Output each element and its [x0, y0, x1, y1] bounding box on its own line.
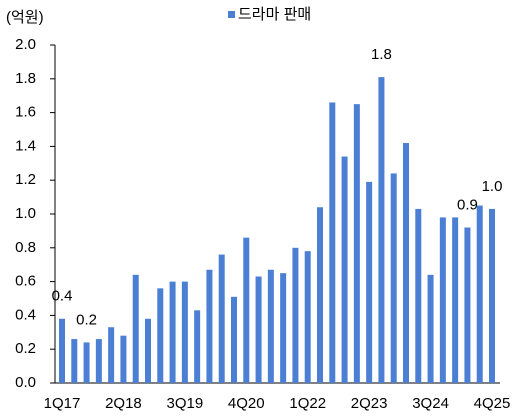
x-tick-label: 2Q23 [351, 395, 388, 412]
bar [145, 318, 151, 383]
bar [206, 269, 213, 383]
bar [120, 335, 127, 383]
bar [71, 339, 78, 383]
data-label: 0.2 [76, 311, 97, 328]
bar [378, 77, 385, 384]
bar [231, 296, 237, 383]
bar [59, 318, 65, 383]
data-label: 0.9 [457, 196, 478, 213]
y-tick-label: 0.2 [15, 340, 36, 357]
bar [304, 251, 311, 383]
bar [452, 217, 459, 383]
bar [83, 342, 90, 383]
x-tick-label: 1Q22 [289, 395, 326, 412]
data-label: 1.0 [482, 178, 503, 195]
x-tick-label: 1Q17 [44, 395, 81, 412]
bar [194, 310, 201, 383]
y-tick-label: 0.0 [15, 374, 36, 391]
bar [464, 227, 471, 383]
data-label: 0.4 [52, 288, 73, 305]
bar [267, 269, 274, 383]
bar [439, 217, 446, 383]
y-tick-label: 0.6 [15, 273, 36, 290]
legend-label: 드라마 판매 [238, 6, 311, 23]
bar [317, 207, 323, 383]
bar [329, 102, 336, 384]
bar [181, 281, 188, 383]
y-tick-label: 1.4 [15, 137, 36, 154]
bar [280, 273, 287, 383]
bar [415, 208, 422, 383]
x-tick-label: 4Q20 [228, 395, 265, 412]
bar [427, 274, 434, 383]
bar [95, 339, 102, 383]
bar [476, 205, 483, 383]
bar [353, 104, 360, 384]
bar [390, 173, 397, 383]
y-tick-label: 1.6 [15, 104, 36, 121]
y-tick-label: 1.2 [15, 171, 36, 188]
x-tick-label: 3Q19 [167, 395, 204, 412]
x-tick-label: 3Q24 [412, 395, 449, 412]
unit-label: (억원) [6, 9, 44, 26]
x-tick-label: 4Q25 [474, 395, 511, 412]
bar [108, 327, 115, 383]
bar [403, 143, 409, 383]
bar [292, 247, 299, 383]
bar [169, 281, 176, 383]
legend-swatch [228, 11, 235, 18]
y-tick-label: 1.8 [15, 70, 36, 87]
y-tick-label: 2.0 [15, 36, 36, 53]
x-tick-label: 2Q18 [105, 395, 142, 412]
bar [255, 276, 262, 383]
y-tick-label: 1.0 [15, 205, 36, 222]
bar [243, 237, 250, 383]
bar [218, 254, 225, 383]
y-tick-label: 0.4 [15, 306, 36, 323]
bar [132, 274, 139, 383]
data-label: 1.8 [371, 46, 392, 63]
bar [341, 156, 348, 383]
bar [366, 181, 373, 383]
y-tick-label: 0.8 [15, 239, 36, 256]
bar [489, 208, 495, 383]
bar [157, 288, 164, 383]
